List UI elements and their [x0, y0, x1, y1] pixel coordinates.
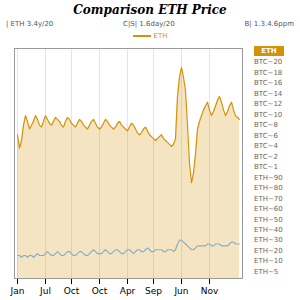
html-text:ETH: ETH — [261, 47, 277, 55]
html-text:BTC~1: BTC~1 — [254, 163, 278, 172]
svg-text:Oct: Oct — [92, 286, 108, 296]
html-text:ETH: ETH — [153, 32, 168, 40]
html-text:ETH~70: ETH~70 — [254, 194, 283, 203]
html-text:ETH~60: ETH~60 — [254, 205, 283, 213]
html-text:BTC~10: BTC~10 — [254, 110, 283, 119]
html-text:BTC~16: BTC~16 — [254, 79, 283, 88]
svg-text:Jun: Jun — [173, 286, 188, 296]
html-text:BTC~6: BTC~6 — [254, 131, 278, 140]
html-text:ETH~50: ETH~50 — [254, 215, 283, 224]
html-text:BTC~8: BTC~8 — [254, 121, 278, 130]
html-text:BTC~14: BTC~14 — [254, 89, 283, 98]
html-text:ETH~10: ETH~10 — [254, 257, 283, 266]
svg-text:Sep: Sep — [145, 286, 162, 296]
html-text:BTC~20: BTC~20 — [254, 58, 283, 67]
html-text:ETH~30: ETH~30 — [254, 236, 283, 245]
html-text:C|S| 1.6day/20: C|S| 1.6day/20 — [123, 20, 175, 28]
html-text:BTC~18: BTC~18 — [254, 68, 283, 77]
html-text:| ETH 3.4y/20: | ETH 3.4y/20 — [6, 20, 54, 28]
html-text:ETH~20: ETH~20 — [254, 246, 283, 255]
svg-text:Nov: Nov — [201, 286, 219, 296]
svg-text:Jan: Jan — [10, 286, 25, 296]
html-text:ETH~90: ETH~90 — [254, 173, 283, 182]
html-text:BTC~2: BTC~2 — [254, 152, 278, 161]
svg-text:Jul: Jul — [39, 286, 51, 296]
html-text:Comparison ETH Price: Comparison ETH Price — [73, 3, 227, 17]
html-text:ETH~5: ETH~5 — [254, 267, 279, 276]
html-text:BTC~4: BTC~4 — [254, 142, 278, 151]
svg-text:Oct: Oct — [64, 286, 80, 296]
html-text:BTC~12: BTC~12 — [254, 100, 283, 109]
html-text:B| 1.3.4.6ppm: B| 1.3.4.6ppm — [244, 20, 294, 28]
html-text:ETH~80: ETH~80 — [254, 184, 283, 193]
svg-text:Apr: Apr — [120, 286, 136, 296]
html-text:ETH~40: ETH~40 — [254, 226, 283, 234]
